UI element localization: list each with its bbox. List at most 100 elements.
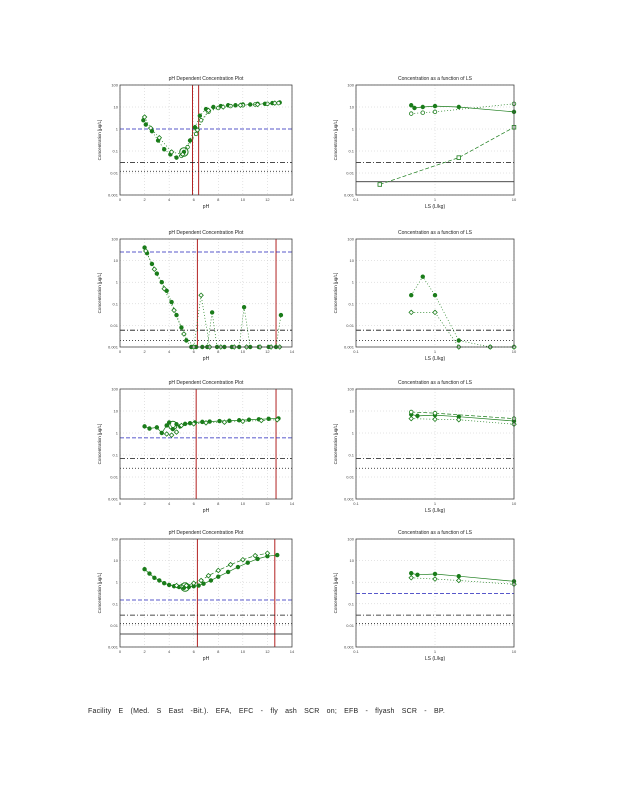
svg-text:Concentration [µg/L]: Concentration [µg/L] [333, 120, 338, 161]
svg-text:0.01: 0.01 [346, 623, 355, 628]
svg-text:Concentration as a function of: Concentration as a function of LS [398, 530, 473, 536]
svg-text:0.1: 0.1 [112, 601, 118, 606]
svg-text:0.01: 0.01 [110, 323, 119, 328]
svg-text:4: 4 [168, 649, 171, 654]
chart-row3-right-ls: 0.001 0.01 0.1 1 10 100 0.1 1 10 Concentration as… [330, 376, 522, 516]
svg-text:0: 0 [119, 649, 122, 654]
svg-text:0.1: 0.1 [348, 301, 354, 306]
svg-text:4: 4 [168, 349, 171, 354]
svg-text:10: 10 [114, 558, 119, 563]
svg-text:0.1: 0.1 [112, 453, 118, 458]
svg-text:6: 6 [193, 501, 196, 506]
svg-text:10: 10 [241, 197, 246, 202]
svg-text:12: 12 [265, 649, 270, 654]
svg-text:0.01: 0.01 [346, 475, 355, 480]
chart-row2-left-ph: 0.001 0.01 0.1 1 10 100 0 2 4 6 8 10 12 14 pH Dependen… [94, 226, 300, 364]
svg-text:1: 1 [434, 501, 437, 506]
svg-text:2: 2 [143, 349, 146, 354]
svg-text:0.001: 0.001 [344, 497, 355, 502]
svg-text:Concentration as a function of: Concentration as a function of LS [398, 230, 473, 236]
svg-text:0.01: 0.01 [110, 623, 119, 628]
svg-text:100: 100 [347, 537, 354, 542]
svg-text:4: 4 [168, 501, 171, 506]
chart-row1-right-ls: 0.001 0.01 0.1 1 10 100 0.1 1 10 Concentration as… [330, 72, 522, 212]
svg-text:0.001: 0.001 [108, 193, 119, 198]
svg-text:8: 8 [217, 649, 220, 654]
svg-text:14: 14 [290, 501, 295, 506]
svg-text:10: 10 [512, 501, 517, 506]
svg-text:LS (L/kg): LS (L/kg) [425, 356, 446, 362]
svg-text:0.1: 0.1 [353, 349, 359, 354]
svg-text:1: 1 [434, 649, 437, 654]
svg-text:Concentration as a function of: Concentration as a function of LS [398, 76, 473, 82]
svg-text:2: 2 [143, 501, 146, 506]
svg-text:100: 100 [347, 387, 354, 392]
svg-text:pH: pH [203, 356, 210, 362]
svg-text:10: 10 [350, 558, 355, 563]
svg-text:2: 2 [143, 197, 146, 202]
svg-text:Concentration as a function of: Concentration as a function of LS [398, 380, 473, 386]
svg-text:1: 1 [352, 580, 355, 585]
svg-text:LS (L/kg): LS (L/kg) [425, 656, 446, 662]
svg-text:0.001: 0.001 [344, 345, 355, 350]
svg-text:0.1: 0.1 [348, 453, 354, 458]
svg-text:LS (L/kg): LS (L/kg) [425, 508, 446, 514]
chart-row4-left-ph: 0.001 0.01 0.1 1 10 100 0 2 4 6 8 10 12 14 pH Dependen… [94, 526, 300, 664]
chart-row2-right-ls: 0.001 0.01 0.1 1 10 100 0.1 1 10 Concentration as… [330, 226, 522, 364]
svg-text:10: 10 [114, 409, 119, 414]
svg-text:Concentration [µg/L]: Concentration [µg/L] [97, 273, 102, 314]
svg-text:1: 1 [352, 431, 355, 436]
svg-text:0.01: 0.01 [346, 323, 355, 328]
svg-text:10: 10 [241, 649, 246, 654]
svg-text:0.001: 0.001 [344, 645, 355, 650]
svg-text:10: 10 [350, 258, 355, 263]
svg-text:pH: pH [203, 204, 210, 210]
svg-text:0.01: 0.01 [346, 171, 355, 176]
svg-text:Concentration [µg/L]: Concentration [µg/L] [97, 573, 102, 614]
svg-text:Concentration [µg/L]: Concentration [µg/L] [333, 573, 338, 614]
svg-text:10: 10 [114, 105, 119, 110]
svg-text:6: 6 [193, 349, 196, 354]
svg-text:6: 6 [193, 197, 196, 202]
svg-text:10: 10 [512, 649, 517, 654]
svg-text:1: 1 [434, 349, 437, 354]
svg-text:0.1: 0.1 [353, 197, 359, 202]
svg-text:14: 14 [290, 649, 295, 654]
svg-text:4: 4 [168, 197, 171, 202]
svg-text:0: 0 [119, 349, 122, 354]
svg-text:1: 1 [116, 280, 119, 285]
svg-text:0.1: 0.1 [353, 501, 359, 506]
svg-text:1: 1 [352, 280, 355, 285]
svg-text:100: 100 [347, 237, 354, 242]
svg-text:100: 100 [111, 537, 118, 542]
svg-text:1: 1 [434, 197, 437, 202]
svg-text:pH: pH [203, 656, 210, 662]
svg-text:0.01: 0.01 [110, 475, 119, 480]
svg-text:10: 10 [350, 105, 355, 110]
svg-text:1: 1 [352, 127, 355, 132]
figure-caption: Facility E (Med. S East -Bit.). EFA, EFC… [88, 708, 445, 715]
svg-text:Concentration [µg/L]: Concentration [µg/L] [97, 120, 102, 161]
svg-text:12: 12 [265, 197, 270, 202]
svg-text:0.001: 0.001 [108, 345, 119, 350]
svg-text:LS (L/kg): LS (L/kg) [425, 204, 446, 210]
svg-text:Concentration [µg/L]: Concentration [µg/L] [97, 424, 102, 465]
svg-text:100: 100 [111, 237, 118, 242]
svg-text:0.1: 0.1 [112, 301, 118, 306]
chart-row1-left-ph: 0.001 0.01 0.1 1 10 100 0 2 4 6 8 10 12 14 pH Dependen… [94, 72, 300, 212]
chart-row3-left-ph: 0.001 0.01 0.1 1 10 100 0 2 4 6 8 10 12 14 pH Dependen… [94, 376, 300, 516]
svg-text:pH Dependent Concentration Plo: pH Dependent Concentration Plot [169, 380, 244, 386]
svg-text:pH: pH [203, 508, 210, 514]
svg-text:100: 100 [111, 387, 118, 392]
svg-text:10: 10 [114, 258, 119, 263]
svg-text:8: 8 [217, 349, 220, 354]
svg-text:8: 8 [217, 501, 220, 506]
svg-text:8: 8 [217, 197, 220, 202]
svg-text:0.01: 0.01 [110, 171, 119, 176]
svg-text:100: 100 [347, 83, 354, 88]
svg-text:10: 10 [350, 409, 355, 414]
svg-text:12: 12 [265, 501, 270, 506]
svg-text:10: 10 [512, 197, 517, 202]
svg-text:10: 10 [512, 349, 517, 354]
